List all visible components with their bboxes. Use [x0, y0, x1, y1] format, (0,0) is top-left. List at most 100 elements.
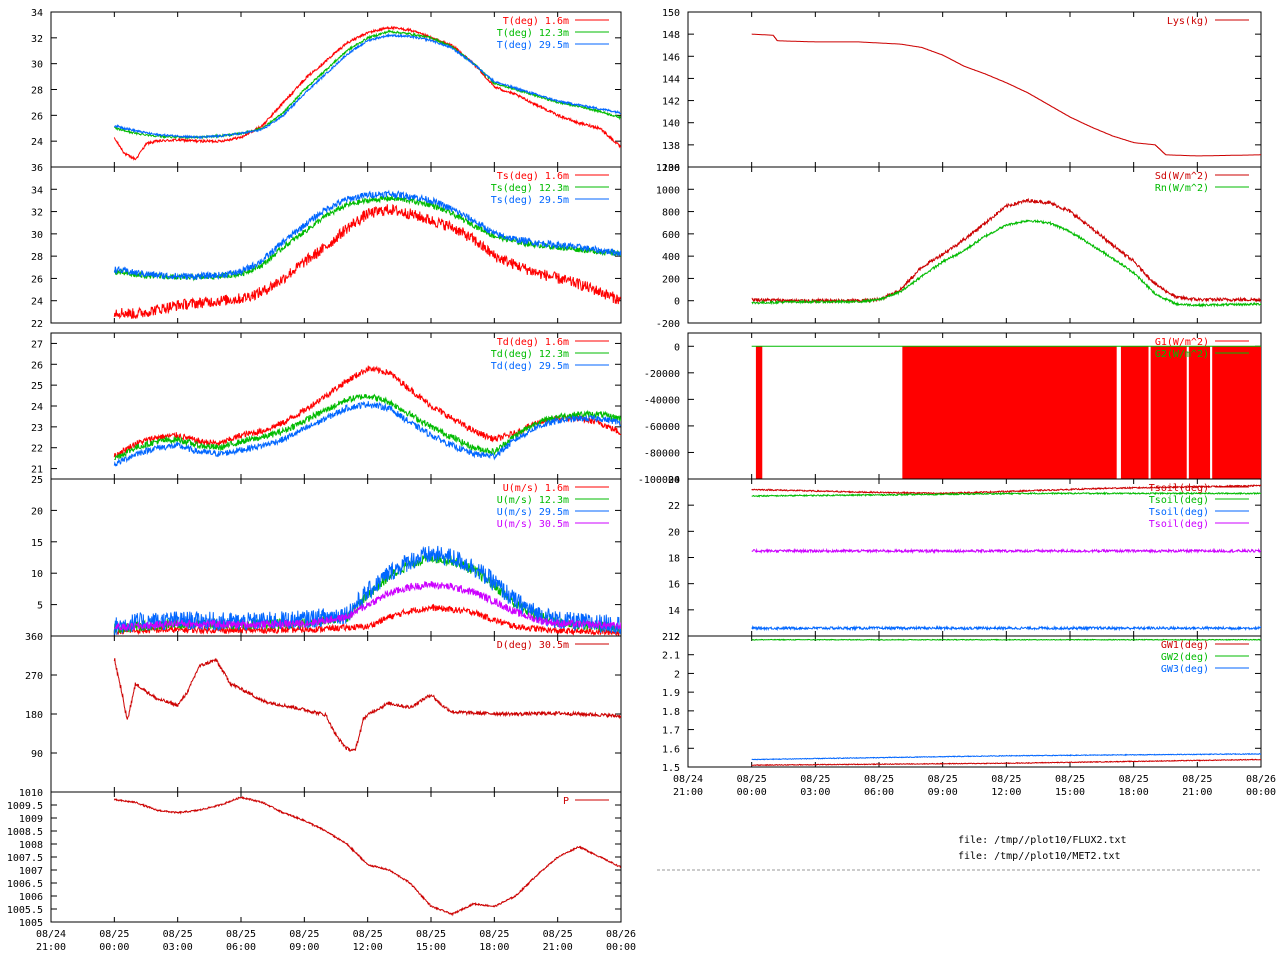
air-temperature-plot-area [113, 25, 621, 161]
surface-temperature-series-line [113, 189, 621, 281]
wind-speed-legend-label: U(m/s) 12.3m [497, 495, 569, 506]
surface-temperature-legend-label: Ts(deg) 1.6m [497, 171, 569, 182]
pressure-legend-label: P [563, 796, 569, 807]
time-tick-date: 08/25 [991, 774, 1021, 785]
air-temperature-series-line [113, 25, 621, 161]
air-temperature-ytick-label: 32 [31, 34, 43, 45]
ground-heat-flux-fill-block [1120, 346, 1149, 479]
radiation-legend-label: Sd(W/m^2) [1155, 171, 1209, 182]
radiation-series-line [751, 218, 1261, 308]
ground-water-legend-label: GW3(deg) [1161, 664, 1209, 675]
wind-speed-legend-label: U(m/s) 29.5m [497, 507, 569, 518]
dewpoint-ytick-label: 25 [31, 381, 43, 392]
radiation-ymax-label: 1200 [656, 163, 680, 174]
dewpoint-plot-area [113, 365, 621, 467]
file-label-met: file: /tmp//plot10/MET2.txt [958, 851, 1121, 862]
time-tick-time: 15:00 [416, 942, 446, 953]
wind-direction-ytick-label: 270 [25, 671, 43, 682]
time-tick-date: 08/26 [1246, 774, 1276, 785]
soil-temperature-ytick-label: 20 [668, 527, 680, 538]
lysimeter-frame [687, 11, 1262, 168]
ground-water-series-line [751, 758, 1261, 767]
ground-heat-flux-panel: -80000 -60000 -40000 -20000 0 -100000 G1(W/m^2… [638, 332, 1262, 486]
wind-direction-ytick-label: 90 [31, 749, 43, 760]
time-tick-date: 08/25 [800, 774, 830, 785]
surface-temperature-ymax-label: 36 [31, 163, 43, 174]
pressure-ymin-label: 1005 [19, 918, 43, 929]
soil-temperature-series-line [751, 624, 1261, 632]
air-temperature-series-line [113, 32, 621, 140]
wind-speed-series-line [113, 581, 621, 631]
pressure-ytick-label: 1007 [19, 866, 43, 877]
radiation-ytick-label: 1000 [656, 185, 680, 196]
dewpoint-ytick-label: 21 [31, 465, 43, 476]
time-tick-date: 08/25 [864, 774, 894, 785]
time-tick-date: 08/24 [36, 929, 66, 940]
time-tick-date: 08/24 [673, 774, 703, 785]
time-tick-date: 08/25 [289, 929, 319, 940]
time-tick-date: 08/25 [416, 929, 446, 940]
time-tick-time: 21:00 [36, 942, 66, 953]
time-tick-time: 00:00 [606, 942, 636, 953]
ground-heat-flux-ytick-label: -80000 [644, 448, 680, 459]
lysimeter-legend-label: Lys(kg) [1167, 16, 1209, 27]
dewpoint-series-line [114, 393, 621, 461]
soil-temperature-legend-label: Tsoil(deg) [1149, 507, 1209, 518]
air-temperature-ytick-label: 26 [31, 111, 43, 122]
pressure-ytick-label: 1009 [19, 814, 43, 825]
time-tick-date: 08/25 [163, 929, 193, 940]
time-tick-time: 03:00 [163, 942, 193, 953]
dewpoint-ytick-label: 27 [31, 339, 43, 350]
ground-heat-flux-fill-block [755, 346, 763, 479]
wind-speed-ytick-label: 10 [31, 569, 43, 580]
wind-speed-ytick-label: 20 [31, 506, 43, 517]
ground-water-legend-label: GW2(deg) [1161, 652, 1209, 663]
dewpoint-legend-label: Td(deg) 29.5m [491, 361, 569, 372]
surface-temperature-frame [50, 166, 622, 324]
lysimeter-ytick-label: 144 [662, 74, 680, 85]
surface-temperature-legend-label: Ts(deg) 29.5m [491, 195, 569, 206]
ground-heat-flux-ytick-label: -60000 [644, 422, 680, 433]
lysimeter-ytick-label: 140 [662, 119, 680, 130]
surface-temperature-ytick-label: 22 [31, 319, 43, 330]
wind-speed-ytick-label: 5 [37, 601, 43, 612]
time-tick-time: 00:00 [99, 942, 129, 953]
lysimeter-plot-area [751, 33, 1261, 157]
wind-speed-ymax-label: 25 [31, 475, 43, 486]
time-tick-date: 08/25 [543, 929, 573, 940]
surface-temperature-ytick-label: 26 [31, 274, 43, 285]
ground-water-ytick-label: 1.7 [662, 726, 680, 737]
lysimeter-ytick-label: 138 [662, 141, 680, 152]
dewpoint-ytick-label: 22 [31, 444, 43, 455]
pressure-panel: 1005.5 1006 1006.5 1007 1007.5 1008 1008.5 1009… [7, 788, 622, 929]
air-temperature-legend-label: T(deg) 12.3m [497, 28, 569, 39]
panels: 24 26 28 30 32 34 T(deg) 1.6mT(deg) 12.3mT(deg… [7, 8, 1262, 929]
ground-heat-flux-ytick-label: -40000 [644, 395, 680, 406]
dewpoint-ytick-label: 24 [31, 402, 43, 413]
time-tick-time: 03:00 [800, 787, 830, 798]
radiation-series-line [751, 197, 1261, 305]
surface-temperature-series-line [113, 194, 621, 282]
soil-temperature-plot-area [751, 484, 1261, 632]
ground-water-ytick-label: 1.5 [662, 763, 680, 774]
ground-heat-flux-legend-label: G1(W/m^2) [1155, 337, 1209, 348]
pressure-ytick-label: 1009.5 [7, 801, 43, 812]
ground-water-ytick-label: 1.6 [662, 744, 680, 755]
pressure-series-line [113, 795, 621, 917]
soil-temperature-ytick-label: 18 [668, 554, 680, 565]
air-temperature-ymax-label: 34 [31, 8, 43, 19]
time-tick-time: 18:00 [479, 942, 509, 953]
wind-speed-panel: 5 10 15 20 25 U(m/s) 1.6mU(m/s) 12.3mU(m/s) 2… [31, 475, 622, 637]
soil-temperature-series-line [751, 547, 1261, 555]
surface-temperature-ytick-label: 30 [31, 230, 43, 241]
wind-speed-plot-area [113, 545, 621, 636]
pressure-ytick-label: 1007.5 [7, 853, 43, 864]
pressure-ytick-label: 1008.5 [7, 827, 43, 838]
pressure-ytick-label: 1005.5 [7, 905, 43, 916]
lysimeter-ytick-label: 146 [662, 52, 680, 63]
dewpoint-series-line [113, 401, 621, 467]
soil-temperature-panel: 14161820222412Tsoil(deg)Tsoil(deg)Tsoil(… [668, 475, 1262, 643]
time-tick-time: 12:00 [353, 942, 383, 953]
dewpoint-ytick-label: 26 [31, 360, 43, 371]
